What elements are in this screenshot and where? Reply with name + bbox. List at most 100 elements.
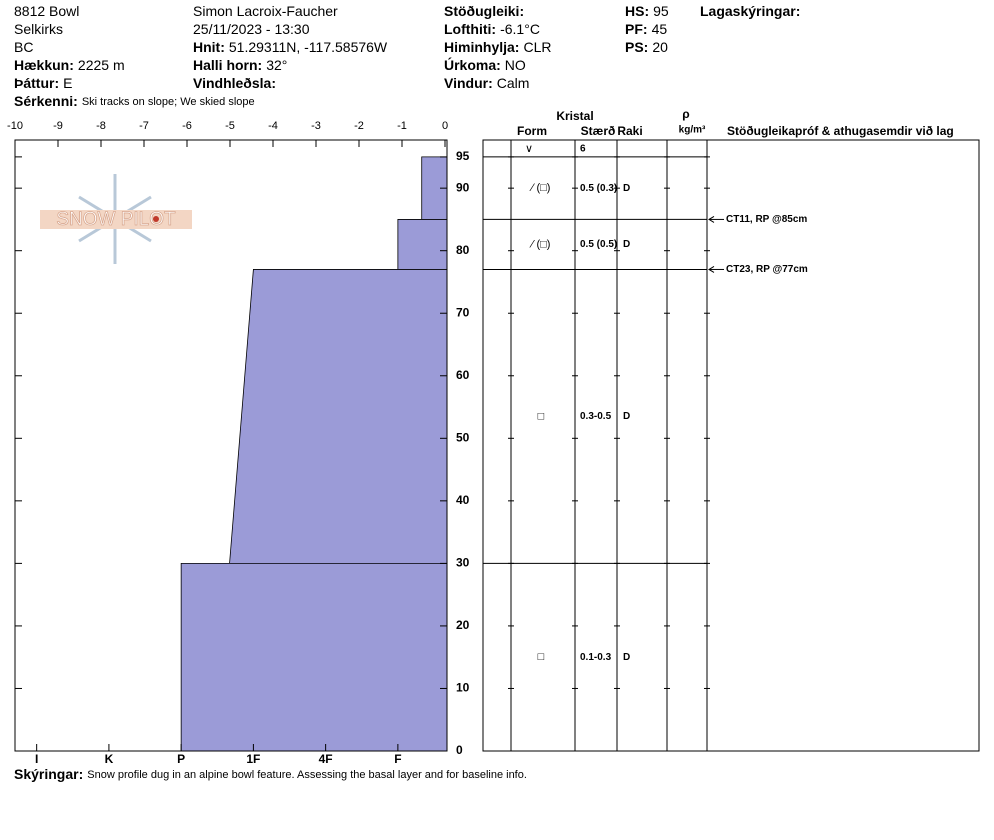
temp-tick-label: -1	[397, 120, 407, 132]
header-field: Sérkenni: Ski tracks on slope; We skied s…	[14, 93, 255, 109]
field-label: Hnit:	[193, 39, 225, 55]
field-label: PF:	[625, 21, 648, 37]
field-value: 25/11/2023 - 13:30	[193, 21, 310, 37]
field-label: Þáttur:	[14, 75, 59, 91]
temp-tick-label: -9	[53, 120, 63, 132]
field-value: Simon Lacroix-Faucher	[193, 3, 338, 19]
height-tick-label: 40	[456, 493, 470, 507]
layer-form: ⁄ (□)	[529, 182, 551, 194]
header-density-unit: kg/m³	[679, 125, 706, 136]
temp-tick-label: -6	[182, 120, 192, 132]
field-label: Sérkenni:	[14, 93, 78, 109]
field-label: Stöðugleiki:	[444, 3, 524, 19]
header-field: 8812 Bowl	[14, 3, 79, 19]
test-arrowhead	[708, 215, 715, 223]
table-frame	[482, 139, 980, 752]
field-value: Selkirks	[14, 21, 63, 37]
height-tick-label: 30	[456, 556, 470, 570]
header-field: Hækkun: 2225 m	[14, 57, 125, 73]
height-tick-label: 0	[456, 743, 463, 757]
field-label: Vindur:	[444, 75, 493, 91]
field-value: NO	[505, 57, 526, 73]
height-tick-label: 50	[456, 430, 470, 444]
header-form: Form	[517, 124, 547, 138]
field-value: Ski tracks on slope; We skied slope	[82, 96, 255, 108]
header-field: Lofthiti: -6.1°C	[444, 21, 540, 37]
header-field: Vindur: Calm	[444, 75, 529, 91]
field-value: Snow profile dug in an alpine bowl featu…	[87, 769, 527, 781]
field-value: -6.1°C	[500, 21, 540, 37]
field-value: BC	[14, 39, 33, 55]
temp-tick-label: -10	[7, 120, 23, 132]
layer-size: 0.5 (0.5)	[580, 239, 617, 250]
header-comments: Stöðugleikapróf & athugasemdir við lag	[727, 124, 954, 138]
height-tick-label: 10	[456, 681, 470, 695]
temp-tick-label: -2	[354, 120, 364, 132]
header-field: Hnit: 51.29311N, -117.58576W	[193, 39, 388, 55]
hardness-tick-label: I	[35, 752, 38, 766]
header-crystal: Kristal	[556, 109, 593, 123]
header-field: Vindhleðsla:	[193, 75, 276, 91]
logo-text: SNOW PILOT	[56, 209, 176, 230]
test-arrowhead	[708, 266, 715, 273]
field-label: Vindhleðsla:	[193, 75, 276, 91]
hardness-tick-label: K	[105, 752, 114, 766]
height-tick-label: 60	[456, 368, 470, 382]
field-value: CLR	[523, 39, 551, 55]
height-tick-label: 20	[456, 618, 470, 632]
height-tick-label: 80	[456, 243, 470, 257]
hardness-bar	[229, 269, 448, 564]
test-text: CT23, RP @77cm	[726, 264, 808, 275]
layer-size: 0.1-0.3	[580, 652, 612, 663]
hardness-bar	[180, 562, 448, 752]
height-tick-label: 90	[456, 180, 470, 194]
field-label: Himinhylja:	[444, 39, 519, 55]
header-field: BC	[14, 39, 33, 55]
layer-form: ⁄ (□)	[529, 238, 551, 250]
hardness-tick-label: 1F	[246, 752, 260, 766]
height-tick-label: 95	[456, 149, 470, 163]
layer-moisture: D	[623, 183, 630, 194]
layer-moisture: D	[623, 652, 630, 663]
hardness-tick-label: 4F	[319, 752, 333, 766]
temp-tick-label: -4	[268, 120, 278, 132]
hardness-tick-label: P	[177, 752, 185, 766]
header-density: ρ	[682, 107, 689, 121]
plot-frame	[14, 139, 448, 752]
header-field: Halli horn: 32°	[193, 57, 287, 73]
surface-form: ∨	[525, 143, 533, 155]
header-field: 25/11/2023 - 13:30	[193, 21, 310, 37]
temp-tick-label: -5	[225, 120, 235, 132]
field-value: 2225 m	[78, 57, 125, 73]
temp-tick-label: -8	[96, 120, 106, 132]
field-label: PS:	[625, 39, 648, 55]
header-field: HS: 95	[625, 3, 669, 19]
temp-tick-label: 0	[442, 120, 448, 132]
header-field: Himinhylja: CLR	[444, 39, 551, 55]
field-value: 95	[653, 3, 669, 19]
header-field: Úrkoma: NO	[444, 56, 526, 73]
field-value: 32°	[266, 57, 287, 73]
logo	[40, 174, 192, 264]
layer-size: 0.5 (0.3)	[580, 183, 617, 194]
header-field: Lagaskýringar:	[700, 3, 800, 19]
test-text: CT11, RP @85cm	[726, 214, 807, 225]
layer-form: □	[538, 651, 545, 663]
field-value: 51.29311N, -117.58576W	[229, 39, 388, 55]
field-value: 8812 Bowl	[14, 3, 79, 19]
layer-moisture: D	[623, 239, 630, 250]
field-label: HS:	[625, 3, 649, 19]
layer-form: □	[538, 410, 545, 422]
header-field: Skýringar: Snow profile dug in an alpine …	[14, 766, 527, 782]
header-field: PS: 20	[625, 39, 668, 55]
height-tick-label: 70	[456, 305, 470, 319]
field-value: E	[63, 75, 72, 91]
header-field: PF: 45	[625, 21, 667, 37]
hardness-bar	[397, 219, 448, 270]
header-moisture: Raki	[617, 124, 642, 138]
header-field: Selkirks	[14, 21, 63, 37]
field-label: Halli horn:	[193, 57, 262, 73]
temp-tick-label: -3	[311, 120, 321, 132]
temp-tick-label: -7	[139, 120, 149, 132]
